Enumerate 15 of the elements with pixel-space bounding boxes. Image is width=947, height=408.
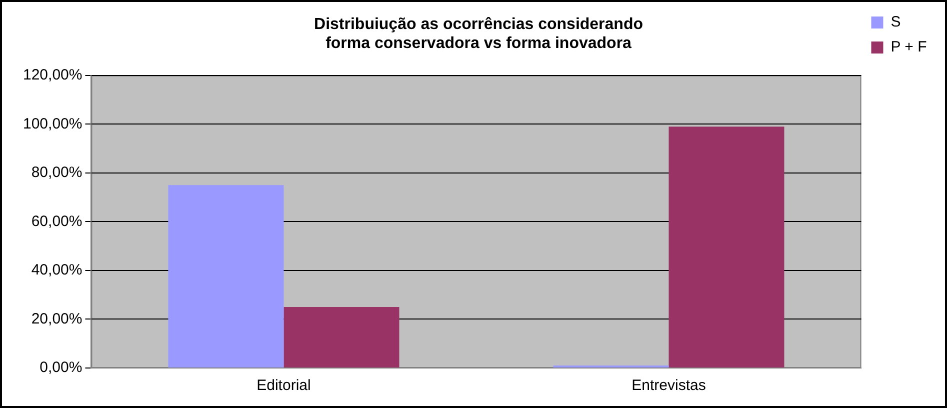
x-tick-label: Editorial bbox=[256, 377, 311, 394]
x-tick-label: Entrevistas bbox=[632, 377, 706, 394]
bar bbox=[168, 185, 284, 368]
y-tick-label: 20,00% bbox=[31, 310, 82, 328]
y-tick-label: 60,00% bbox=[31, 212, 82, 230]
y-tick-label: 80,00% bbox=[31, 164, 82, 182]
y-tick-label: 0,00% bbox=[40, 359, 82, 376]
y-tick-label: 120,00% bbox=[23, 66, 82, 84]
bar bbox=[284, 307, 400, 368]
legend-label: P + F bbox=[890, 38, 927, 56]
y-tick-label: 100,00% bbox=[23, 115, 82, 132]
bar bbox=[668, 126, 784, 368]
legend-label: S bbox=[890, 14, 901, 31]
chart-title: Distribuiução as ocorrências considerando forma conservadora vs forma inovadora bbox=[314, 16, 644, 52]
y-tick-label: 40,00% bbox=[31, 262, 82, 279]
